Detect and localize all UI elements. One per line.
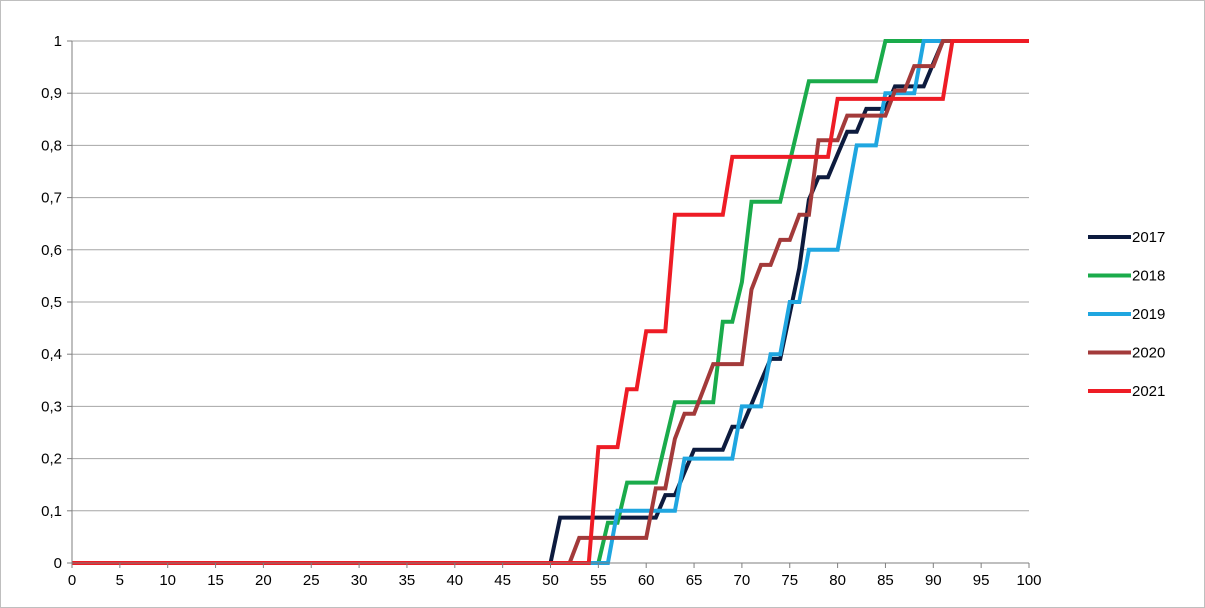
- x-tick-label: 5: [116, 572, 124, 589]
- series-line-2020: [72, 39, 1029, 565]
- y-tick-label: 0,5: [41, 294, 62, 311]
- y-tick-label: 0,8: [41, 137, 62, 154]
- x-tick-label: 20: [255, 572, 272, 589]
- x-tick-label: 85: [877, 572, 894, 589]
- y-tick-label: 0: [54, 555, 62, 572]
- y-tick-labels: 0 0,1 0,2 0,3 0,4 0,5 0,6 0,7 0,8 0,9 1: [41, 33, 62, 572]
- x-tick-label: 90: [925, 572, 942, 589]
- x-tick-label: 0: [68, 572, 76, 589]
- x-tick-label: 75: [781, 572, 798, 589]
- series-lines: [72, 39, 1029, 565]
- x-tick-label: 55: [590, 572, 607, 589]
- x-tick-label: 100: [1016, 572, 1041, 589]
- y-tick-label: 0,9: [41, 85, 62, 102]
- legend: 2017 2018 2019 2020 2021: [1088, 229, 1165, 400]
- x-tick-label: 50: [542, 572, 559, 589]
- legend-label-2020: 2020: [1132, 345, 1165, 362]
- series-line-2018: [72, 39, 1029, 565]
- x-tick-label: 30: [351, 572, 368, 589]
- series-line-2021: [72, 39, 1029, 565]
- y-tick-label: 0,3: [41, 398, 62, 415]
- y-tick-label: 0,4: [41, 346, 62, 363]
- x-tick-label: 35: [399, 572, 416, 589]
- x-tick-label: 10: [159, 572, 176, 589]
- y-tick-label: 0,6: [41, 242, 62, 259]
- x-tick-label: 45: [494, 572, 511, 589]
- x-tick-label: 15: [207, 572, 224, 589]
- y-tick-label: 0,2: [41, 451, 62, 468]
- x-tick-label: 80: [829, 572, 846, 589]
- x-tick-label: 70: [734, 572, 751, 589]
- x-tick-labels: 0 5 10 15 20 25 30 35 40 45 50 55 60 65 70 75 80 85 90 95 10…: [68, 572, 1042, 589]
- x-tick-label: 65: [686, 572, 703, 589]
- x-tick-label: 25: [303, 572, 320, 589]
- gridlines: [72, 40, 1029, 564]
- x-tick-label: 95: [973, 572, 990, 589]
- legend-label-2017: 2017: [1132, 229, 1165, 246]
- x-tick-label: 60: [638, 572, 655, 589]
- y-tick-label: 1: [54, 33, 62, 50]
- axes: [67, 40, 1030, 568]
- y-tick-label: 0,7: [41, 190, 62, 207]
- legend-label-2021: 2021: [1132, 383, 1165, 400]
- x-tick-label: 40: [446, 572, 463, 589]
- legend-label-2018: 2018: [1132, 268, 1165, 285]
- legend-label-2019: 2019: [1132, 306, 1165, 323]
- series-line-2019: [72, 39, 1029, 565]
- y-tick-label: 0,1: [41, 503, 62, 520]
